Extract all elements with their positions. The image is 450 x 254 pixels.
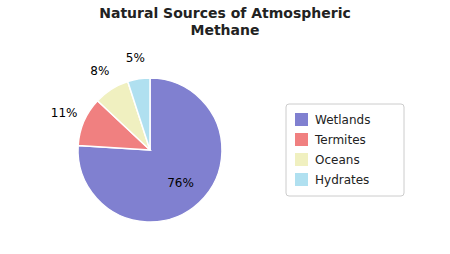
legend-swatch [295,113,308,126]
legend-label: Wetlands [315,113,370,127]
legend-swatch [295,173,308,186]
data-label: 11% [51,106,78,120]
legend-label: Hydrates [315,173,369,187]
slices [78,78,222,222]
legend-label: Oceans [315,153,360,167]
data-label: 8% [90,64,109,78]
legend-swatch [295,133,308,146]
legend-frame [286,104,404,196]
chart-container: Natural Sources of AtmosphericMethane 76%… [0,0,450,254]
legend-swatch [295,153,308,166]
chart: Natural Sources of AtmosphericMethane 76%… [0,0,450,254]
legend: Wetlands Termites Oceans Hydrates [286,104,404,196]
slice [128,78,150,150]
slice [78,78,222,222]
title-line: Methane [191,22,260,38]
title: Natural Sources of AtmosphericMethane [99,5,351,38]
data-label: 5% [126,51,145,65]
legend-label: Termites [314,133,366,147]
data-labels: 76% 11% 8% 5% [51,51,194,190]
background [0,0,450,254]
title-line: Natural Sources of Atmospheric [99,5,351,21]
data-label: 76% [167,176,194,190]
